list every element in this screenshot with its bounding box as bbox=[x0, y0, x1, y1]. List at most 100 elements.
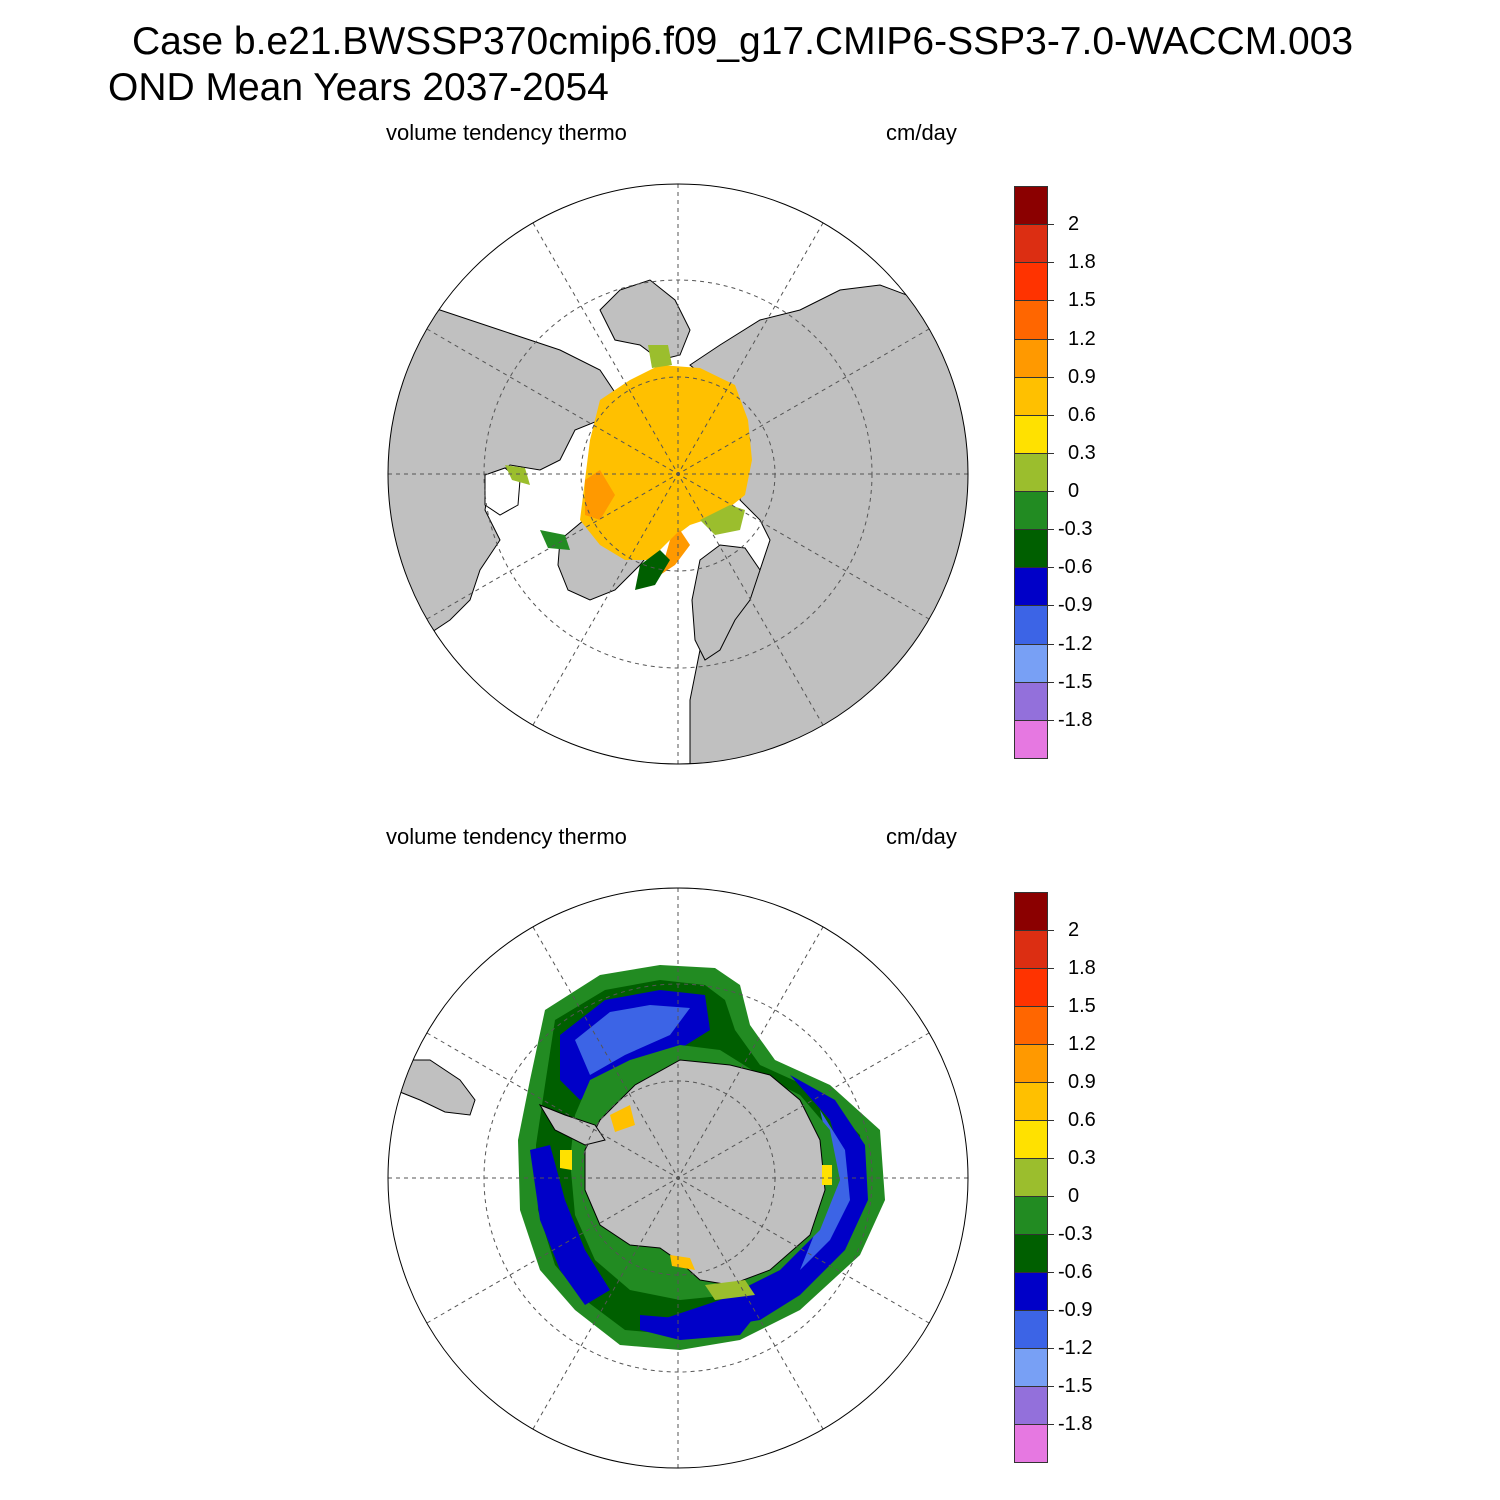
north-colorbar-label: -0.3 bbox=[1058, 518, 1093, 541]
south-colorbar-swatch bbox=[1014, 1006, 1048, 1045]
north-ice-green-labrador bbox=[540, 530, 570, 550]
south-colorbar-tick bbox=[1048, 1158, 1054, 1159]
south-colorbar-label: -0.3 bbox=[1058, 1223, 1093, 1245]
south-colorbar-tick bbox=[1048, 1234, 1054, 1235]
north-land-siberia bbox=[599, 279, 691, 361]
south-ice-blue-indian-inner bbox=[800, 1110, 850, 1270]
south-colorbar-label: 0.9 bbox=[1068, 1071, 1096, 1093]
north-colorbar-swatch bbox=[1014, 605, 1048, 645]
north-colorbar-swatch bbox=[1014, 186, 1048, 226]
north-colorbar-tick bbox=[1048, 376, 1054, 378]
south-panel-variable-label: volume tendency thermo bbox=[386, 824, 627, 849]
north-colorbar-label: 0 bbox=[1068, 480, 1080, 503]
south-colorbar-swatch bbox=[1014, 968, 1048, 1007]
south-colorbar-tick bbox=[1048, 1196, 1054, 1197]
north-colorbar-label: -1.2 bbox=[1058, 632, 1093, 655]
north-colorbar-swatch bbox=[1014, 643, 1048, 683]
north-land-north-america bbox=[388, 299, 621, 661]
south-colorbar-tick bbox=[1048, 1310, 1054, 1311]
south-land-antarctica bbox=[584, 1059, 826, 1286]
south-ice-coastal-east-yellow bbox=[822, 1165, 832, 1185]
north-colorbar-tick bbox=[1048, 300, 1054, 302]
south-colorbar-swatch bbox=[1014, 1310, 1048, 1349]
south-colorbar-label: 0.3 bbox=[1068, 1147, 1096, 1169]
north-colorbar-label: -0.6 bbox=[1058, 556, 1093, 579]
south-ice-blue-ross bbox=[640, 1310, 760, 1340]
north-colorbar-swatch bbox=[1014, 300, 1048, 340]
north-polar-map bbox=[387, 183, 969, 765]
north-colorbar-label: 0.3 bbox=[1068, 441, 1096, 464]
south-ice-blue-indian bbox=[660, 1075, 868, 1330]
south-colorbar-swatch bbox=[1014, 930, 1048, 969]
north-ice-green-hudson bbox=[505, 465, 530, 485]
south-ice-coastal-weddell bbox=[560, 1150, 572, 1170]
north-colorbar-swatch bbox=[1014, 224, 1048, 264]
south-colorbar-tick bbox=[1048, 968, 1054, 969]
south-colorbar: 2 1.8 1.5 1.2 0.9 0.6 0.3 0 -0.3 -0.6 -0.9 -1.2 -1.5… bbox=[1014, 892, 1124, 1463]
south-colorbar-label: 0.6 bbox=[1068, 1109, 1096, 1131]
north-colorbar-swatch bbox=[1014, 376, 1048, 416]
south-colorbar-tick bbox=[1048, 1082, 1054, 1083]
south-colorbar-tick bbox=[1048, 1386, 1054, 1387]
north-colorbar-tick bbox=[1048, 529, 1054, 531]
south-colorbar-label: 0 bbox=[1068, 1185, 1080, 1207]
south-land-antarctic-peninsula bbox=[538, 1103, 606, 1146]
south-colorbar-label: -1.8 bbox=[1058, 1413, 1093, 1435]
south-colorbar-label: -1.2 bbox=[1058, 1337, 1093, 1359]
north-panel-variable-label: volume tendency thermo bbox=[386, 120, 627, 145]
north-hudson-bay bbox=[484, 467, 521, 516]
north-panel-units-label: cm/day bbox=[886, 120, 957, 145]
north-map-border bbox=[387, 183, 969, 765]
north-colorbar-swatch bbox=[1014, 491, 1048, 531]
north-colorbar-swatch bbox=[1014, 338, 1048, 378]
north-colorbar-swatch bbox=[1014, 567, 1048, 607]
south-colorbar-label: 1.2 bbox=[1068, 1033, 1096, 1055]
north-ice-orange-0.9-1.2 bbox=[585, 470, 615, 520]
south-colorbar-swatch bbox=[1014, 1044, 1048, 1083]
north-colorbar-swatch bbox=[1014, 719, 1048, 759]
south-colorbar-swatch bbox=[1014, 1348, 1048, 1387]
south-colorbar-tick bbox=[1048, 1348, 1054, 1349]
north-colorbar-label: 1.8 bbox=[1068, 251, 1096, 274]
south-colorbar-swatch bbox=[1014, 1196, 1048, 1235]
south-panel-units-label: cm/day bbox=[886, 824, 957, 849]
south-graticule bbox=[388, 888, 968, 1468]
south-colorbar-label: -0.9 bbox=[1058, 1299, 1093, 1321]
south-colorbar-label: 1.5 bbox=[1068, 995, 1096, 1017]
north-colorbar-swatch bbox=[1014, 452, 1048, 493]
south-colorbar-swatch bbox=[1014, 1082, 1048, 1121]
north-colorbar-tick bbox=[1048, 681, 1054, 683]
south-colorbar-tick bbox=[1048, 1424, 1054, 1425]
south-colorbar-swatch bbox=[1014, 1424, 1048, 1463]
north-colorbar-label: -0.9 bbox=[1058, 594, 1093, 617]
north-ice-darkgreen-greenland bbox=[635, 550, 670, 590]
north-colorbar-swatch bbox=[1014, 529, 1048, 569]
figure-title-line-1: Case b.e21.BWSSP370cmip6.f09_g17.CMIP6-S… bbox=[132, 20, 1354, 63]
south-ice-coastal-east bbox=[705, 1280, 755, 1300]
north-colorbar-tick bbox=[1048, 491, 1054, 493]
north-ice-green-bering bbox=[648, 345, 672, 368]
south-colorbar-tick bbox=[1048, 930, 1054, 931]
south-ice-blue-weddell-inner bbox=[575, 1005, 690, 1075]
south-polar-map bbox=[387, 887, 969, 1469]
south-colorbar-tick bbox=[1048, 1044, 1054, 1045]
south-map-border bbox=[387, 887, 969, 1469]
north-colorbar-label: 1.2 bbox=[1068, 327, 1096, 350]
north-colorbar-label: -1.8 bbox=[1058, 708, 1093, 731]
north-colorbar-tick bbox=[1048, 224, 1054, 226]
south-ice-blue-pacific bbox=[530, 1145, 610, 1305]
north-colorbar-label: 1.5 bbox=[1068, 289, 1096, 312]
north-colorbar-tick bbox=[1048, 414, 1054, 416]
south-colorbar-swatch bbox=[1014, 1272, 1048, 1311]
north-colorbar-swatch bbox=[1014, 414, 1048, 454]
south-colorbar-swatch bbox=[1014, 892, 1048, 931]
south-colorbar-tick bbox=[1048, 1006, 1054, 1007]
south-colorbar-label: 2 bbox=[1068, 919, 1080, 941]
north-colorbar-label: -1.5 bbox=[1058, 670, 1093, 693]
figure-title-line-2: OND Mean Years 2037-2054 bbox=[108, 66, 609, 109]
south-colorbar-swatch bbox=[1014, 1120, 1048, 1159]
north-colorbar-label: 0.9 bbox=[1068, 365, 1096, 388]
south-colorbar-tick bbox=[1048, 1272, 1054, 1273]
south-ice-coastal-ross bbox=[670, 1255, 695, 1270]
north-colorbar: 2 1.8 1.5 1.2 0.9 0.6 0.3 0 -0.3 -0.6 -0.9 -1.2 -1.5… bbox=[1014, 186, 1124, 759]
